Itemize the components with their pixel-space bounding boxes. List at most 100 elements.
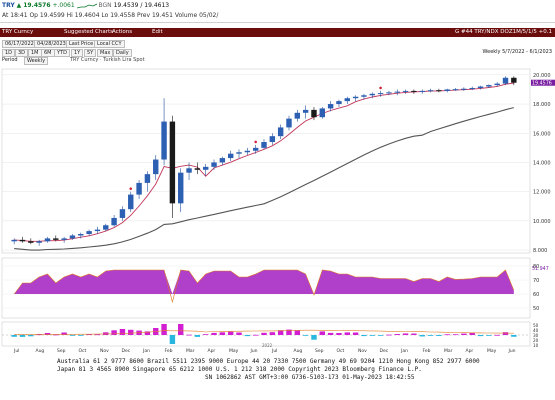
candle-body <box>252 147 259 151</box>
x-tick-label: Oct <box>79 348 87 354</box>
indicator2-bar <box>94 334 101 336</box>
indicator1-tick-label: 60 <box>533 292 539 298</box>
security-menu[interactable]: TRY Curncy <box>2 29 34 35</box>
candle-body <box>161 121 167 160</box>
candle-body <box>427 90 434 92</box>
indicator2-bar <box>377 335 384 336</box>
indicator2-bar <box>436 335 442 336</box>
range-6m[interactable]: 6M <box>41 49 55 57</box>
moving-average-long <box>14 107 514 251</box>
range-max[interactable]: Max <box>97 49 114 57</box>
suggested-charts-menu[interactable]: Suggested Charts <box>64 29 113 35</box>
start-date-field[interactable]: 06/17/2022 <box>2 40 37 48</box>
actions-menu[interactable]: Actions <box>112 29 133 35</box>
indicator2-bar <box>286 329 292 335</box>
x-tick-label: Jun <box>508 348 516 354</box>
indicator2-bar <box>394 334 400 335</box>
security-description: TRY Curncy · Turkish Lira Spot <box>70 57 145 63</box>
x-tick-label: Jan <box>142 348 150 354</box>
indicator1-line <box>13 269 515 304</box>
indicator2-bar <box>186 334 192 336</box>
range-controls: 1D 3D 1M 6M YTD 1Y 5Y Max Daily Weekly 5… <box>0 48 555 57</box>
indicator2-bar <box>36 334 42 336</box>
x-tick-label: Mar <box>186 348 195 354</box>
x-tick-label: Apr <box>208 348 216 354</box>
candle-body <box>69 235 76 239</box>
candle-body <box>186 168 192 173</box>
indicator2-bar <box>294 330 301 335</box>
range-1y[interactable]: 1Y <box>71 49 84 57</box>
signal-marker <box>379 86 382 90</box>
period-label: Period <box>2 57 18 63</box>
candle-body <box>219 158 226 163</box>
indicator2-tick-label: 50 <box>533 323 539 328</box>
menu-bar: TRY Curncy Suggested Charts Actions Edit… <box>0 28 555 37</box>
indicator2-bar <box>86 334 92 335</box>
current-price-tag <box>531 79 555 86</box>
x-tick-label: Feb <box>423 348 431 354</box>
candle-body <box>386 92 392 94</box>
x-tick-label: Nov <box>100 348 109 354</box>
indicator2-bar <box>269 332 276 335</box>
chart-area[interactable]: 20.000 18.000 16.000 14.000 12.000 10.000 8.00… <box>0 65 555 355</box>
chart-toolbar: Period Weekly TRY Curncy · Turkish Lira … <box>0 57 555 65</box>
currency-select[interactable]: Local CCY <box>94 40 125 48</box>
indicator2-bar <box>61 332 67 335</box>
indicator2-bar <box>19 335 26 337</box>
range-1d[interactable]: 1D <box>2 49 16 57</box>
candle-body <box>436 90 442 92</box>
candle-body <box>144 174 151 183</box>
range-3d[interactable]: 3D <box>15 49 29 57</box>
candle-body <box>444 89 450 91</box>
indicator1-last-value: 51.947 <box>532 266 549 272</box>
indicator2-bar <box>461 333 467 335</box>
indicator2-bar <box>219 332 226 335</box>
candle-body <box>194 168 201 170</box>
signal-marker <box>129 187 133 190</box>
ticker-symbol[interactable]: TRY <box>2 2 15 9</box>
range-5y[interactable]: 5Y <box>84 49 97 57</box>
candle-body <box>202 166 209 170</box>
date-controls: 06/17/2022 04/28/2023 Last Price Local C… <box>0 39 555 48</box>
indicator1-tick-label: 70 <box>533 278 539 284</box>
candle-body <box>261 142 267 148</box>
candle-body <box>11 239 17 242</box>
indicator2-tick-label: 10 <box>533 343 539 348</box>
indicator1-area <box>14 270 514 294</box>
range-1m[interactable]: 1M <box>28 49 42 57</box>
candle-body <box>111 217 117 226</box>
candle-body <box>511 77 517 83</box>
x-tick-label: Aug <box>36 348 45 354</box>
candle-body <box>477 86 484 88</box>
candle-body <box>336 101 342 105</box>
indicator2-signal-line <box>14 329 514 335</box>
indicator2-bar <box>369 335 375 336</box>
candle-body <box>28 241 34 243</box>
x-tick-label: Jun <box>250 348 258 354</box>
price-tick-label: 12.000 <box>533 190 551 196</box>
indicator2-bar <box>211 332 217 335</box>
last-price: 19.4576 <box>23 2 51 9</box>
indicator2-bar <box>419 335 425 337</box>
indicator2-bar <box>361 335 367 337</box>
price-type-select[interactable]: Last Price <box>66 40 97 48</box>
range-daily[interactable]: Daily <box>113 49 132 57</box>
indicator2-bar <box>494 334 500 336</box>
indicator2-bar <box>261 332 267 335</box>
sparkline-icon <box>76 3 97 8</box>
range-ytd[interactable]: YTD <box>54 49 70 57</box>
bid-label: BGN <box>98 2 112 9</box>
indicator1-tick-label: 50 <box>533 306 539 312</box>
candle-body <box>286 118 292 128</box>
end-date-field[interactable]: 04/28/2023 <box>34 40 69 48</box>
ask-value: 19.4613 <box>144 2 170 9</box>
signal-marker <box>254 140 257 144</box>
indicator2-bar <box>277 330 284 335</box>
price-chart[interactable]: 20.000 18.000 16.000 14.000 12.000 10.000 8.00… <box>0 65 555 355</box>
indicator2-bar <box>78 335 84 336</box>
candle-body <box>319 108 326 118</box>
period-select[interactable]: Weekly <box>24 57 49 65</box>
candle-body <box>211 162 217 167</box>
current-price-label: 19.4576 <box>532 81 552 87</box>
edit-menu[interactable]: Edit <box>152 29 163 35</box>
